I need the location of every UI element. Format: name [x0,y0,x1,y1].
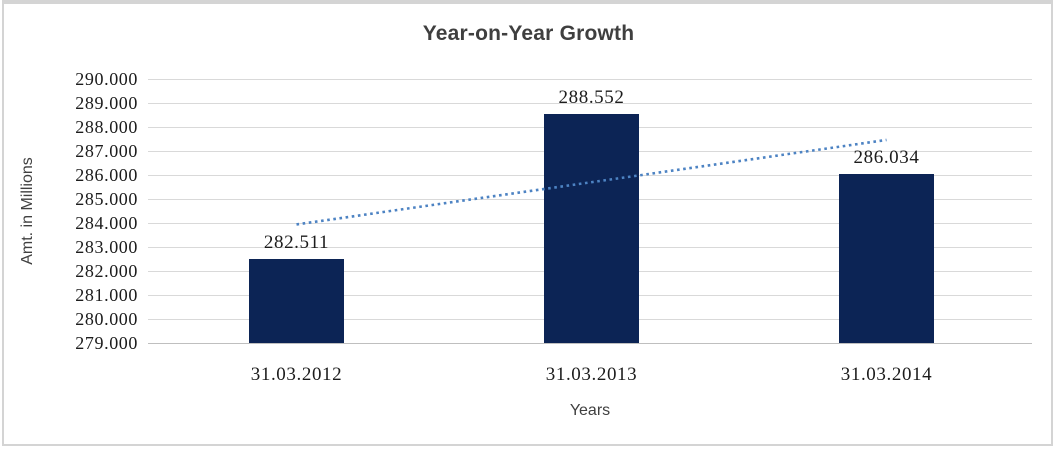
x-tick-label: 31.03.2012 [250,364,343,385]
x-tick-label: 31.03.2014 [840,364,933,385]
gridline [148,79,1032,80]
bar-31.03.2014 [839,174,934,343]
bar-31.03.2013 [544,113,639,343]
y-tick-label: 279.000 [75,333,138,353]
y-tick-label: 281.000 [75,285,138,305]
y-tick-label: 285.000 [75,189,138,209]
y-tick-label: 280.000 [75,309,138,329]
y-tick-label: 282.000 [75,261,138,281]
data-label: 282.511 [263,231,330,253]
x-axis-title: Years [569,402,611,419]
y-tick-label: 290.000 [75,69,138,89]
y-tick-label: 287.000 [75,141,138,161]
chart-title: Year-on-Year Growth [422,22,635,45]
y-tick-label: 288.000 [75,117,138,137]
y-tick-label: 284.000 [75,213,138,233]
x-tick-label: 31.03.2013 [545,364,638,385]
data-label: 288.552 [558,86,625,108]
bar-31.03.2012 [249,258,344,343]
y-tick-label: 286.000 [75,165,138,185]
gridline [148,103,1032,104]
y-axis-title: Amt. in Millions [19,157,36,265]
y-tick-label: 289.000 [75,93,138,113]
x-axis-line [148,343,1032,344]
data-label: 286.034 [853,147,920,169]
y-tick-label: 283.000 [75,237,138,257]
